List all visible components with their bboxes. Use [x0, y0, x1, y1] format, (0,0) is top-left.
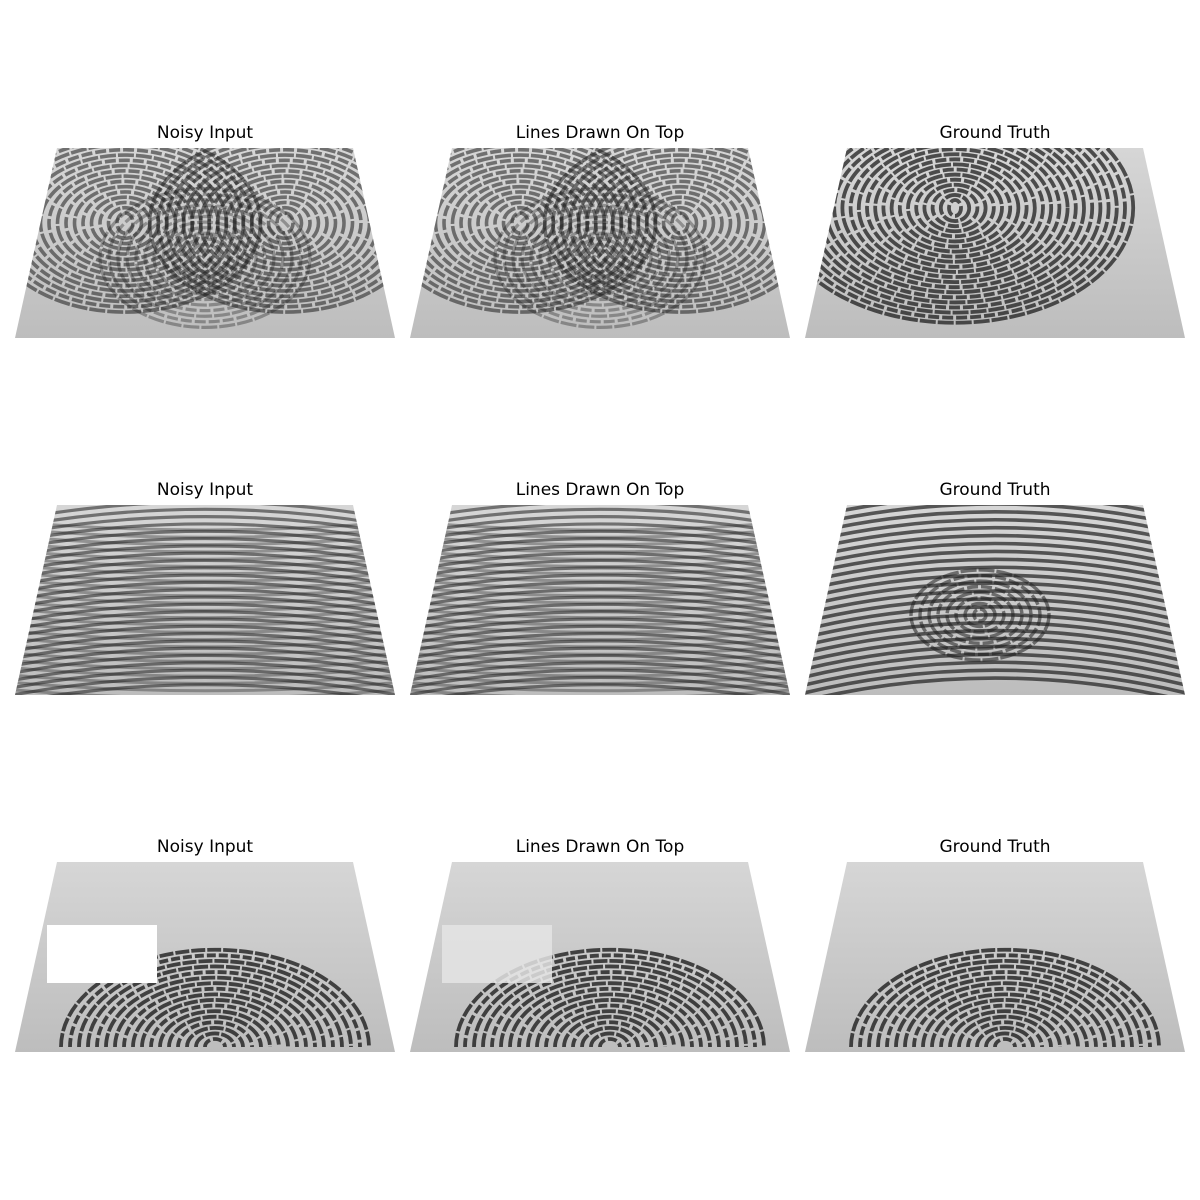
fingerprint-image: [410, 505, 790, 695]
panel-title: Ground Truth: [939, 837, 1051, 857]
panel-title: Lines Drawn On Top: [515, 480, 685, 500]
panel-title: Lines Drawn On Top: [515, 837, 685, 857]
fingerprint-image: [15, 148, 395, 338]
panel-title: Ground Truth: [939, 480, 1051, 500]
fingerprint-ridges: [15, 505, 395, 695]
fingerprint-ridges: [805, 505, 1185, 695]
panel-title: Noisy Input: [156, 837, 254, 857]
fingerprint-image: [805, 862, 1185, 1052]
panel-title: Noisy Input: [156, 480, 254, 500]
fingerprint-ridges: [410, 505, 790, 695]
panel-title: Lines Drawn On Top: [515, 123, 685, 143]
fingerprint-image: [805, 148, 1185, 338]
fingerprint-image: [805, 505, 1185, 695]
fingerprint-ridges: [59, 947, 371, 1048]
fingerprint-ridges: [454, 947, 766, 1048]
fingerprint-image: [15, 862, 395, 1052]
fingerprint-ridges: [410, 148, 790, 329]
fingerprint-image: [410, 148, 790, 338]
panel-title: Noisy Input: [156, 123, 254, 143]
occlusion-box: [47, 925, 157, 983]
fingerprint-image: [15, 505, 395, 695]
panel-title: Ground Truth: [939, 123, 1051, 143]
fingerprint-image: [410, 862, 790, 1052]
inpainted-region: [442, 925, 552, 983]
fingerprint-ridges: [849, 947, 1161, 1048]
fingerprint-ridges: [15, 148, 395, 329]
